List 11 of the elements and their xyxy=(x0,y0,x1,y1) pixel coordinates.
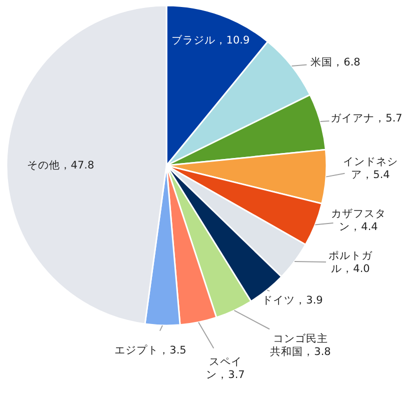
slice-label: ブラジル，10.9 xyxy=(171,34,250,46)
slice-label: ガイアナ，5.7 xyxy=(330,112,402,124)
slice-label: その他，47.8 xyxy=(26,160,94,172)
slice-label: ドイツ，3.9 xyxy=(262,294,323,306)
slice-label: エジプト，3.5 xyxy=(114,344,186,356)
slice-label: ポルトガル，4.0 xyxy=(328,250,374,275)
slice-label: 米国，6.8 xyxy=(310,56,360,68)
slice-label: インドネシア，5.4 xyxy=(343,156,398,181)
slice-label: カザフスタン，4.4 xyxy=(331,208,386,233)
slice-label: スペイン，3.7 xyxy=(206,356,245,381)
slice-label: コンゴ民主共和国，3.8 xyxy=(270,332,331,358)
